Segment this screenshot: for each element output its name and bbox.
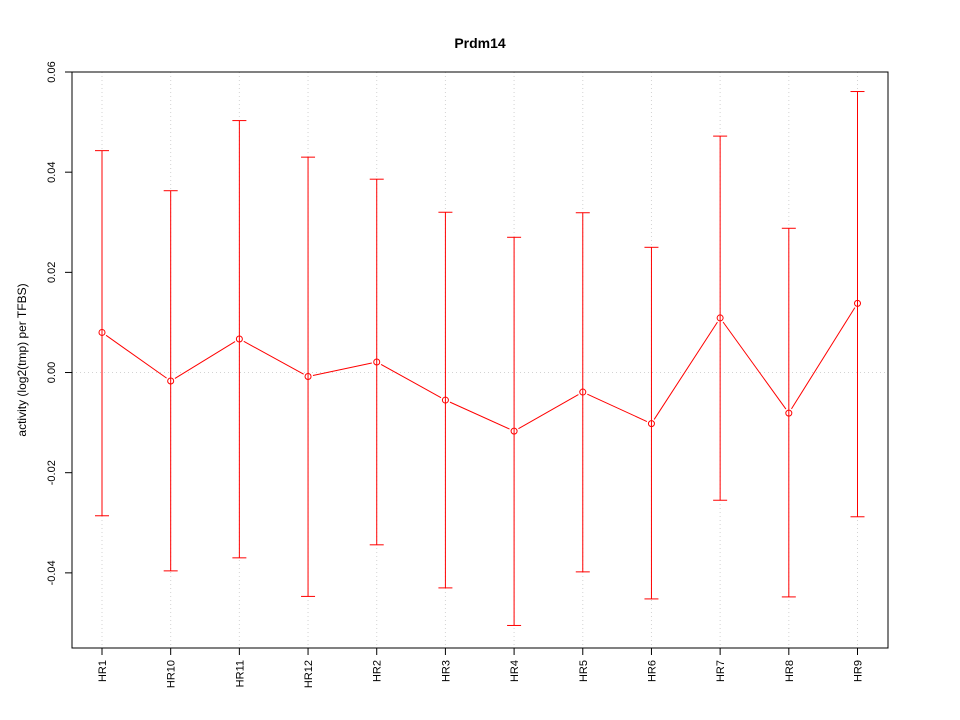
y-tick-label: 0.04: [46, 161, 58, 182]
series-segment-HR5-HR6: [587, 393, 648, 422]
series-segment-HR8-HR9: [791, 307, 856, 410]
grid-layer: [72, 72, 888, 648]
x-tick-label-HR1: HR1: [97, 660, 109, 682]
axis-layer: -0.04 -0.02 0.00 0.02 0.04 0.06 HR1 HR10 HR11 HR1…: [46, 61, 865, 688]
plot-frame: [71, 71, 889, 649]
x-tick-label-HR10: HR10: [166, 660, 178, 688]
x-tick-label-HR7: HR7: [715, 660, 727, 682]
y-tick-label: 0.02: [46, 262, 58, 283]
series-segment-HR1-HR10: [105, 334, 167, 379]
series-segment-HR4-HR5: [518, 394, 579, 430]
series-line-layer: [105, 307, 856, 430]
y-tick-label: 0.00: [46, 362, 58, 383]
data-point-HR3: [441, 396, 449, 404]
data-point-HR4: [510, 427, 518, 435]
x-tick-label-HR4: HR4: [509, 660, 521, 682]
data-point-HR11: [235, 335, 243, 343]
data-point-HR5: [579, 388, 587, 396]
data-point-HR2: [373, 358, 381, 366]
chart-title: Prdm14: [454, 35, 506, 51]
x-tick-label-HR3: HR3: [440, 660, 452, 682]
x-tick-label-HR11: HR11: [234, 660, 246, 687]
x-tick-label-HR12: HR12: [303, 660, 315, 688]
x-tick-label-HR9: HR9: [853, 660, 865, 682]
series-segment-HR2-HR3: [380, 363, 442, 399]
x-tick-label-HR6: HR6: [646, 660, 658, 682]
data-point-HR1: [98, 328, 106, 336]
point-layer: [98, 299, 861, 435]
series-segment-HR6-HR7: [653, 321, 718, 420]
x-tick-label-HR8: HR8: [784, 660, 796, 682]
x-tick-label-HR2: HR2: [372, 660, 384, 682]
y-tick-label: -0.02: [46, 460, 58, 485]
y-axis-label: activity (log2(tmp) per TFBS): [15, 283, 29, 436]
x-tick-label-HR5: HR5: [578, 660, 590, 682]
series-segment-HR3-HR4: [449, 401, 510, 430]
series-segment-HR7-HR8: [722, 321, 787, 410]
y-tick-label: 0.06: [46, 61, 58, 82]
data-point-HR10: [167, 377, 175, 385]
series-segment-HR11-HR12: [243, 340, 304, 375]
series-segment-HR12-HR2: [312, 362, 372, 376]
series-segment-HR10-HR11: [174, 341, 236, 379]
data-point-HR12: [304, 373, 312, 381]
data-point-HR7: [716, 314, 724, 322]
data-point-HR8: [785, 409, 793, 417]
data-point-HR9: [854, 299, 861, 307]
data-point-HR6: [647, 420, 655, 428]
y-tick-label: -0.04: [46, 560, 58, 585]
error-bar-layer: [95, 91, 865, 626]
